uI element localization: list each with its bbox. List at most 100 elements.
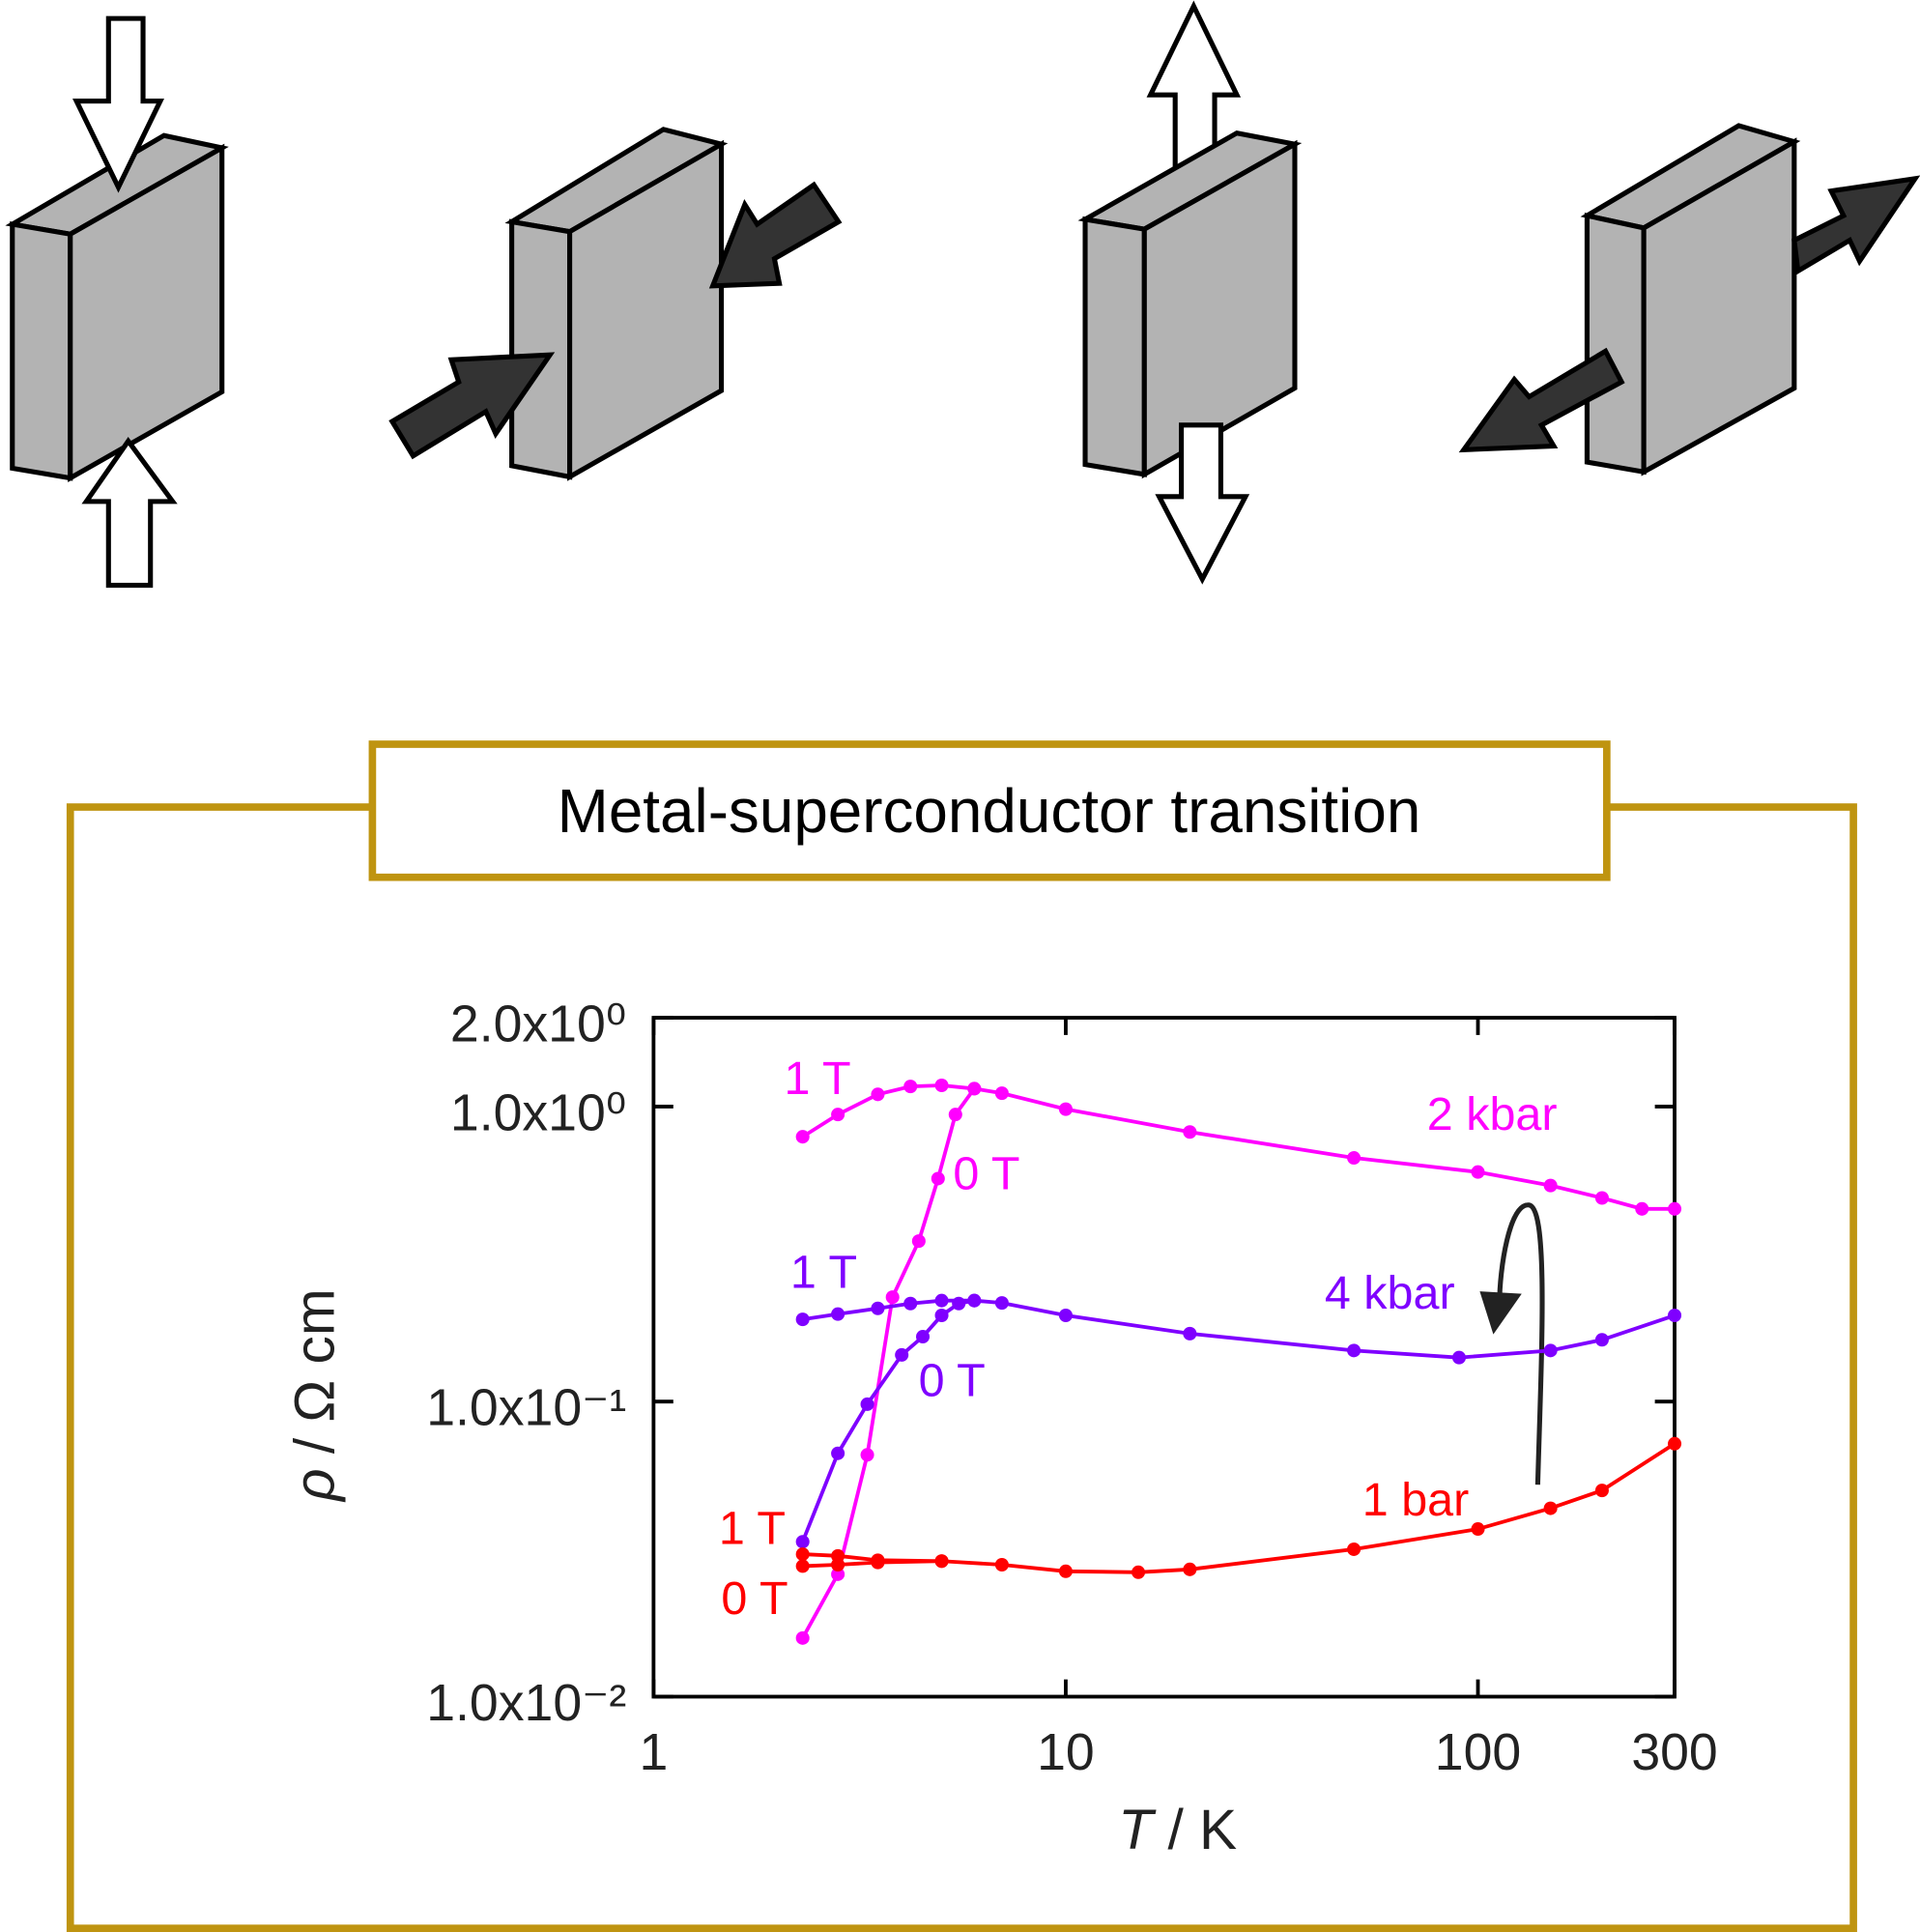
- y-tick-label: 1.0x10⁰: [450, 1084, 626, 1141]
- data-point: [871, 1301, 885, 1315]
- field-label: 1 T: [790, 1246, 857, 1298]
- data-point: [871, 1555, 885, 1570]
- strain-diagrams: [5, 0, 1920, 589]
- x-tick-label: 100: [1435, 1724, 1521, 1781]
- data-point: [1058, 1102, 1073, 1116]
- x-tick-label: 300: [1631, 1724, 1717, 1781]
- annotation-arrow: [1479, 1202, 1545, 1485]
- data-point: [1594, 1484, 1609, 1498]
- x-axis-symbol: T: [1118, 1799, 1157, 1861]
- data-point: [934, 1293, 949, 1308]
- field-label: 0 T: [919, 1354, 986, 1406]
- arrow: [1791, 175, 1920, 275]
- plot-frame: [651, 1016, 1676, 1699]
- data-point: [795, 1535, 810, 1549]
- data-point: [860, 1448, 874, 1462]
- data-point: [1471, 1165, 1485, 1179]
- x-tick-label: 10: [1037, 1724, 1095, 1781]
- block-front: [1641, 137, 1797, 476]
- data-point: [831, 1108, 845, 1122]
- data-point: [831, 1567, 845, 1581]
- data-point: [1058, 1308, 1073, 1323]
- y-axis-unit: / Ω cm: [283, 1288, 346, 1454]
- data-line: [802, 1559, 942, 1569]
- x-tick-label: 1: [639, 1724, 668, 1781]
- data-line: [800, 1298, 975, 1543]
- chart-title: Metal-superconductor transition: [558, 776, 1421, 846]
- data-point: [795, 1130, 810, 1144]
- y-tick-label: 1.0x10⁻¹: [426, 1380, 626, 1437]
- block-side: [509, 218, 573, 480]
- data-point: [895, 1347, 909, 1362]
- data-point: [911, 1234, 926, 1249]
- data-point: [885, 1290, 900, 1305]
- series-label: 4 kbar: [1325, 1267, 1455, 1319]
- data-point: [1543, 1343, 1558, 1358]
- field-label: 1 T: [719, 1502, 786, 1554]
- block-side: [10, 221, 73, 481]
- data-point: [795, 1630, 810, 1645]
- block-front: [68, 143, 225, 483]
- arrow: [708, 181, 843, 289]
- arrow: [81, 437, 178, 589]
- y-tick-label: 2.0x10⁰: [450, 995, 626, 1053]
- data-point: [1594, 1333, 1609, 1347]
- block-side: [1584, 212, 1647, 476]
- arrow: [388, 352, 556, 460]
- data-point: [952, 1296, 966, 1311]
- data-point: [1668, 1436, 1682, 1451]
- field-label: 0 T: [721, 1572, 788, 1625]
- block-front: [567, 139, 725, 481]
- data-point: [871, 1087, 885, 1102]
- field-label: 0 T: [953, 1147, 1019, 1199]
- data-point: [1132, 1565, 1146, 1579]
- data-point: [915, 1330, 931, 1344]
- data-point: [1183, 1562, 1197, 1576]
- data-point: [1668, 1201, 1682, 1216]
- arrow-head: [1479, 1291, 1522, 1335]
- data-point: [831, 1307, 845, 1321]
- data-point: [1347, 1343, 1361, 1358]
- data-point: [1451, 1350, 1467, 1365]
- arrow: [1155, 422, 1250, 585]
- data-point: [831, 1557, 845, 1572]
- data-point: [934, 1078, 949, 1093]
- data-point: [795, 1312, 810, 1327]
- data-point: [967, 1081, 982, 1096]
- data-point: [903, 1296, 918, 1311]
- data-point: [1543, 1501, 1558, 1515]
- data-point: [1594, 1191, 1609, 1205]
- data-point: [795, 1547, 810, 1562]
- data-point: [1543, 1178, 1558, 1193]
- y-axis-symbol: ρ: [283, 1468, 346, 1503]
- data-point: [1347, 1151, 1361, 1166]
- data-point: [934, 1308, 949, 1323]
- arrow: [72, 15, 164, 193]
- data-point: [967, 1293, 982, 1308]
- data-point: [948, 1108, 962, 1122]
- data-point: [795, 1559, 810, 1573]
- arrow: [1458, 347, 1625, 453]
- data-point: [831, 1446, 845, 1460]
- title-box: [368, 740, 1611, 881]
- block-front: [1141, 139, 1298, 479]
- x-axis-unit: / K: [1167, 1799, 1237, 1861]
- block-side: [1082, 216, 1147, 477]
- data-point: [1635, 1201, 1649, 1216]
- curved-arrow: [1497, 1202, 1545, 1485]
- field-label: 1 T: [785, 1053, 851, 1105]
- data-point: [903, 1080, 918, 1094]
- x-axis-label: T / K: [1118, 1799, 1237, 1861]
- data-point: [994, 1557, 1009, 1572]
- data-point: [994, 1296, 1009, 1311]
- data-point: [1058, 1564, 1073, 1578]
- data-point: [1471, 1522, 1485, 1537]
- data-point: [1347, 1542, 1361, 1556]
- data-point: [994, 1086, 1009, 1101]
- data-point: [931, 1171, 945, 1186]
- series-label: 2 kbar: [1427, 1088, 1558, 1140]
- series-label: 1 bar: [1362, 1474, 1470, 1526]
- data-point: [1183, 1125, 1197, 1139]
- data-point: [934, 1554, 949, 1569]
